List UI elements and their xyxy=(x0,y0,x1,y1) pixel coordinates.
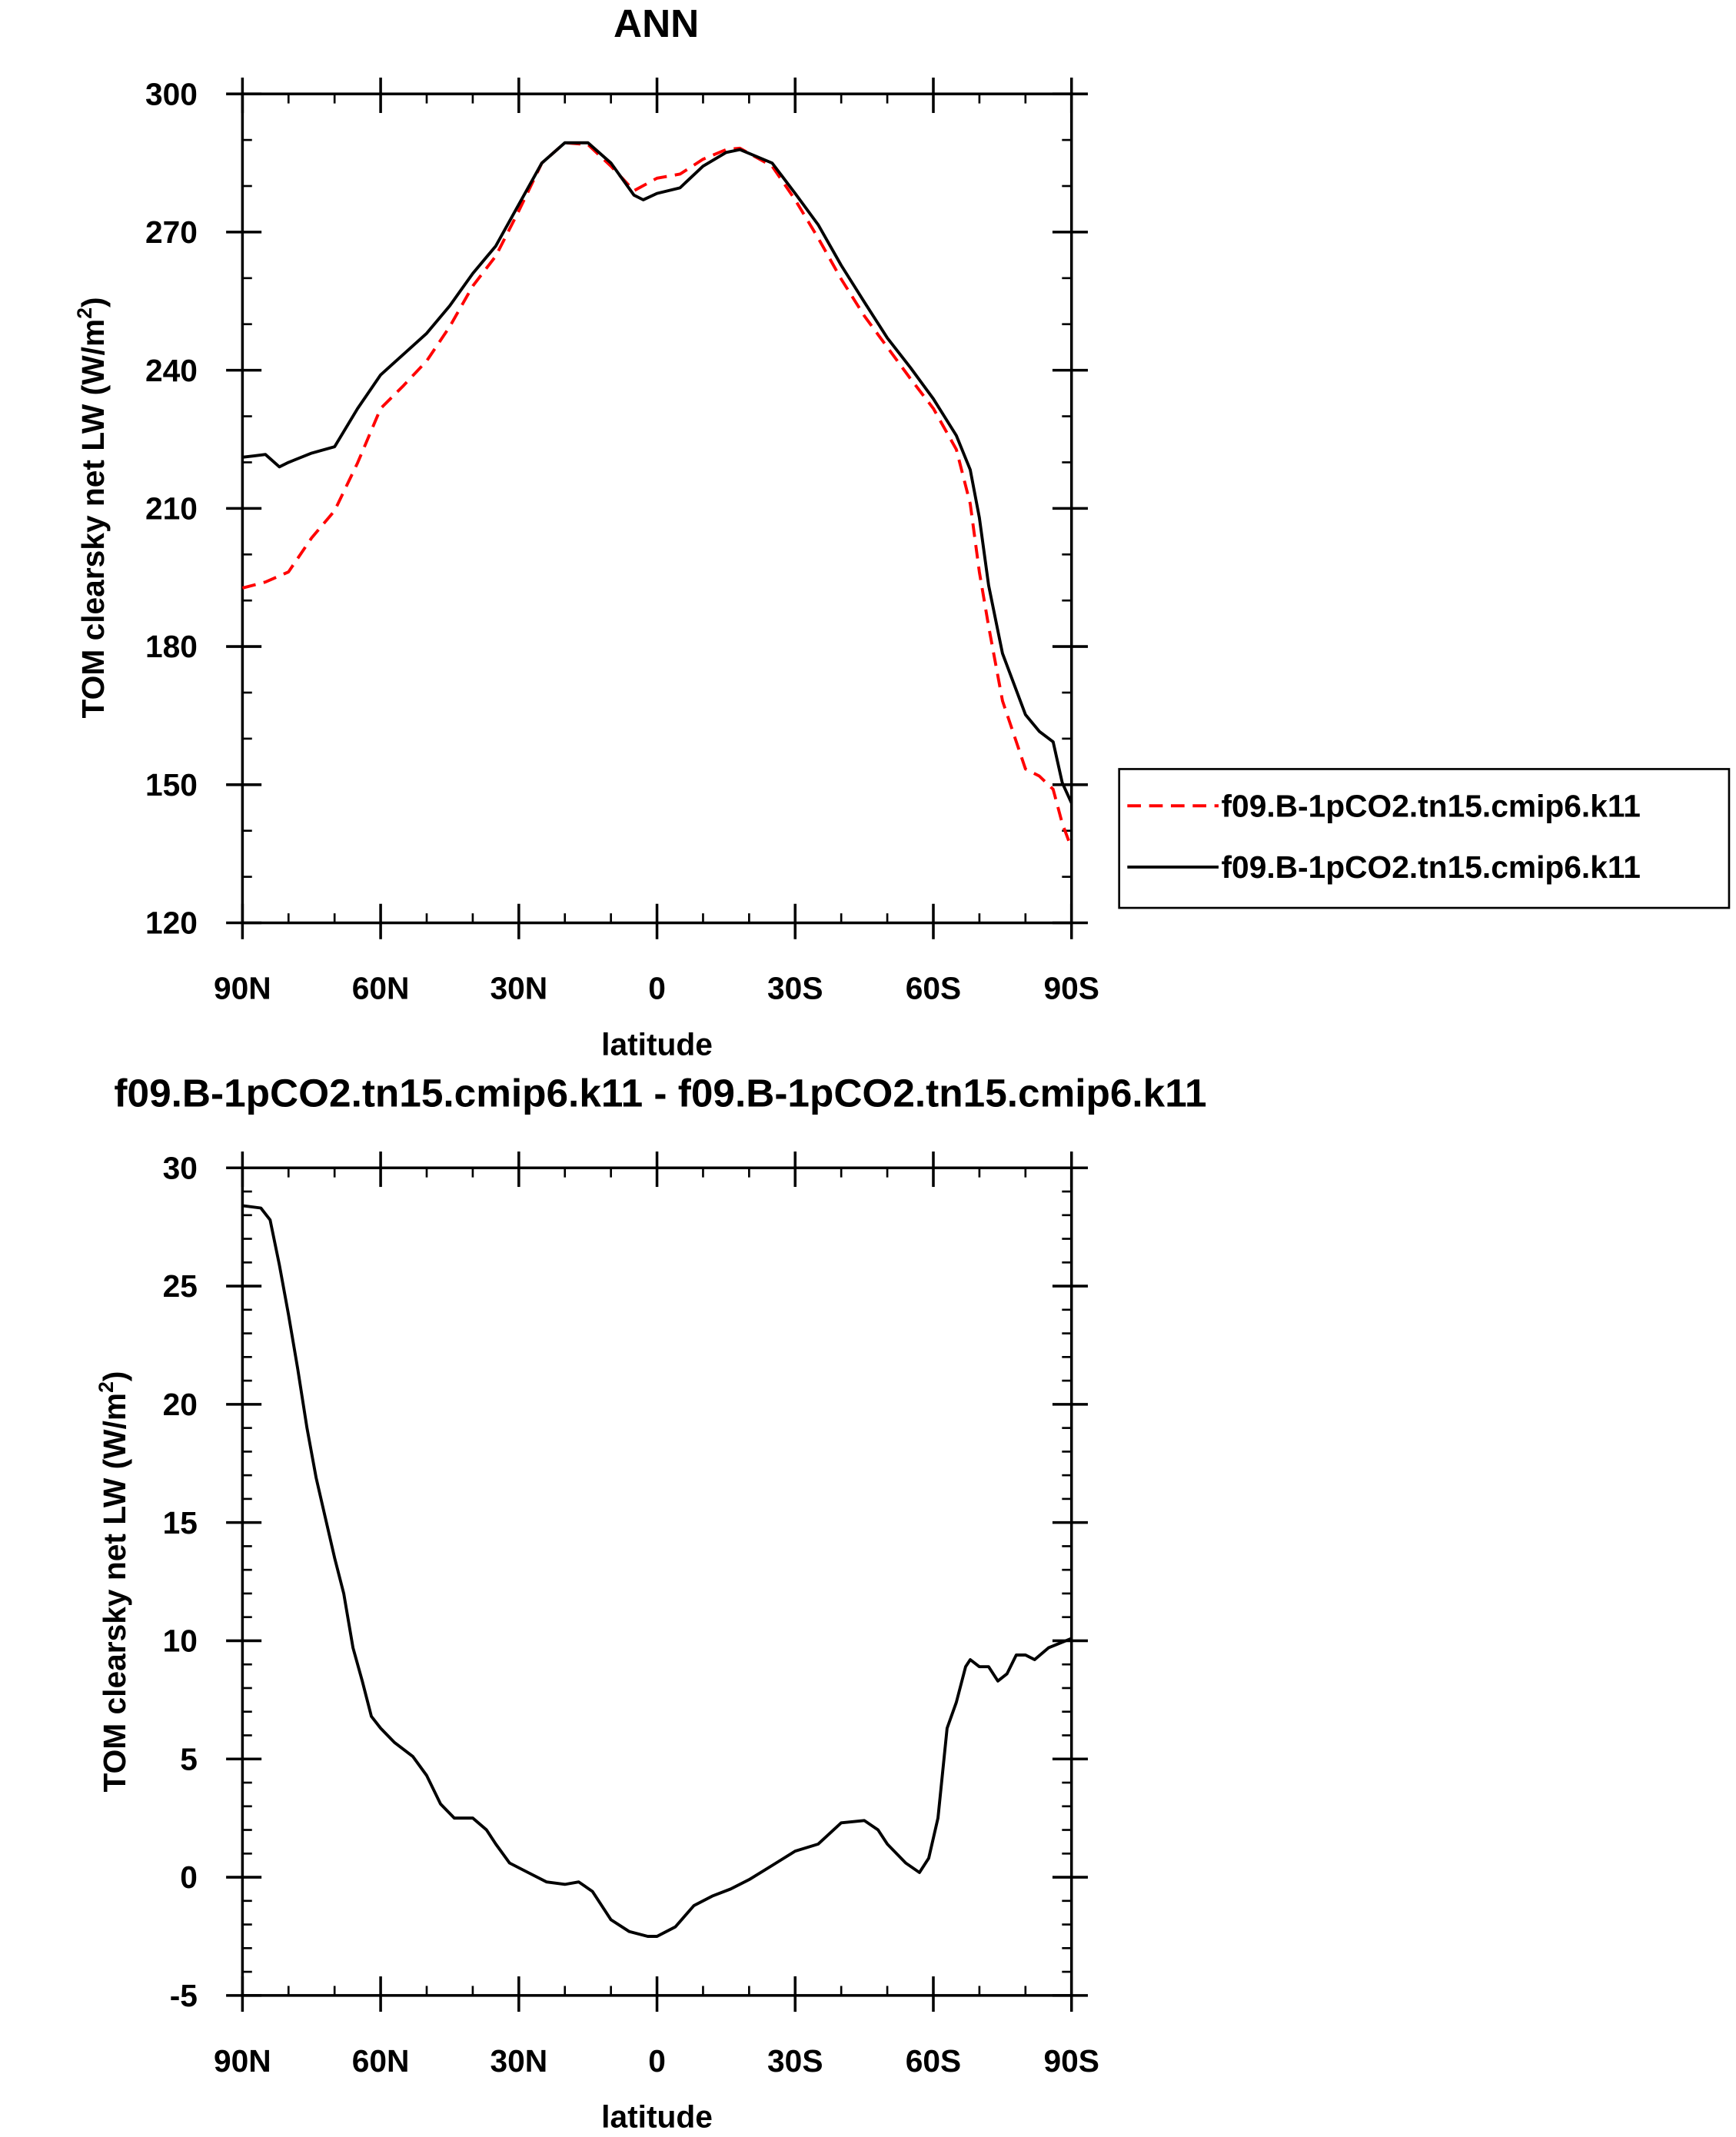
x-tick-label: 60S xyxy=(906,971,961,1006)
y-tick-label: 20 xyxy=(163,1387,198,1422)
y-tick-label: 15 xyxy=(163,1505,198,1540)
y-tick-label: 0 xyxy=(180,1859,198,1895)
legend-label: f09.B-1pCO2.tn15.cmip6.k11 xyxy=(1221,788,1640,823)
x-tick-label: 90S xyxy=(1043,2043,1099,2079)
y-tick-label: 30 xyxy=(163,1150,198,1185)
chart-title: f09.B-1pCO2.tn15.cmip6.k11 - f09.B-1pCO2… xyxy=(114,1072,1206,1115)
x-axis-label: latitude xyxy=(601,2099,713,2135)
legend-label: f09.B-1pCO2.tn15.cmip6.k11 xyxy=(1221,849,1640,885)
x-tick-label: 0 xyxy=(648,971,666,1006)
legend-box xyxy=(1118,768,1731,909)
x-tick-label: 30S xyxy=(767,971,823,1006)
x-tick-label: 90N xyxy=(214,971,271,1006)
x-tick-label: 30S xyxy=(767,2043,823,2079)
plot-1 xyxy=(226,77,1088,939)
y-tick-label: 300 xyxy=(145,76,198,111)
plot-2 xyxy=(226,1152,1088,2012)
x-tick-label: 90S xyxy=(1043,971,1099,1006)
y-tick-label: 210 xyxy=(145,491,198,527)
y-tick-label: 25 xyxy=(163,1268,198,1304)
y-tick-label: 10 xyxy=(163,1624,198,1659)
plot-frame xyxy=(241,92,1073,925)
series-line-1 xyxy=(242,1204,1073,1938)
chart-title: ANN xyxy=(614,2,699,45)
legend: f09.B-1pCO2.tn15.cmip6.k11 f09.B-1pCO2.tn… xyxy=(1118,768,1731,909)
x-tick-label: 60N xyxy=(352,2043,410,2079)
y-tick-label: 5 xyxy=(180,1741,198,1776)
x-tick-label: 60N xyxy=(352,971,410,1006)
x-tick-label: 90N xyxy=(214,2043,271,2079)
x-tick-label: 0 xyxy=(648,2043,666,2079)
y-tick-label: 270 xyxy=(145,214,198,250)
x-axis-label: latitude xyxy=(601,1026,713,1062)
y-tick-label: 180 xyxy=(145,629,198,664)
series-line-2 xyxy=(242,141,1073,804)
y-axis-label: TOM clearsky net LW (W/m2) xyxy=(73,297,111,718)
y-tick-label: 120 xyxy=(145,906,198,941)
x-tick-label: 60S xyxy=(906,2043,961,2079)
y-tick-label: 150 xyxy=(145,767,198,803)
x-tick-label: 30N xyxy=(490,971,547,1006)
series-line-1 xyxy=(241,141,1073,849)
plot-frame xyxy=(241,1166,1073,1997)
x-tick-label: 30N xyxy=(490,2043,547,2079)
y-tick-label: -5 xyxy=(170,1978,198,2013)
y-axis-label: TOM clearsky net LW (W/m2) xyxy=(95,1371,132,1793)
y-tick-label: 240 xyxy=(145,353,198,388)
